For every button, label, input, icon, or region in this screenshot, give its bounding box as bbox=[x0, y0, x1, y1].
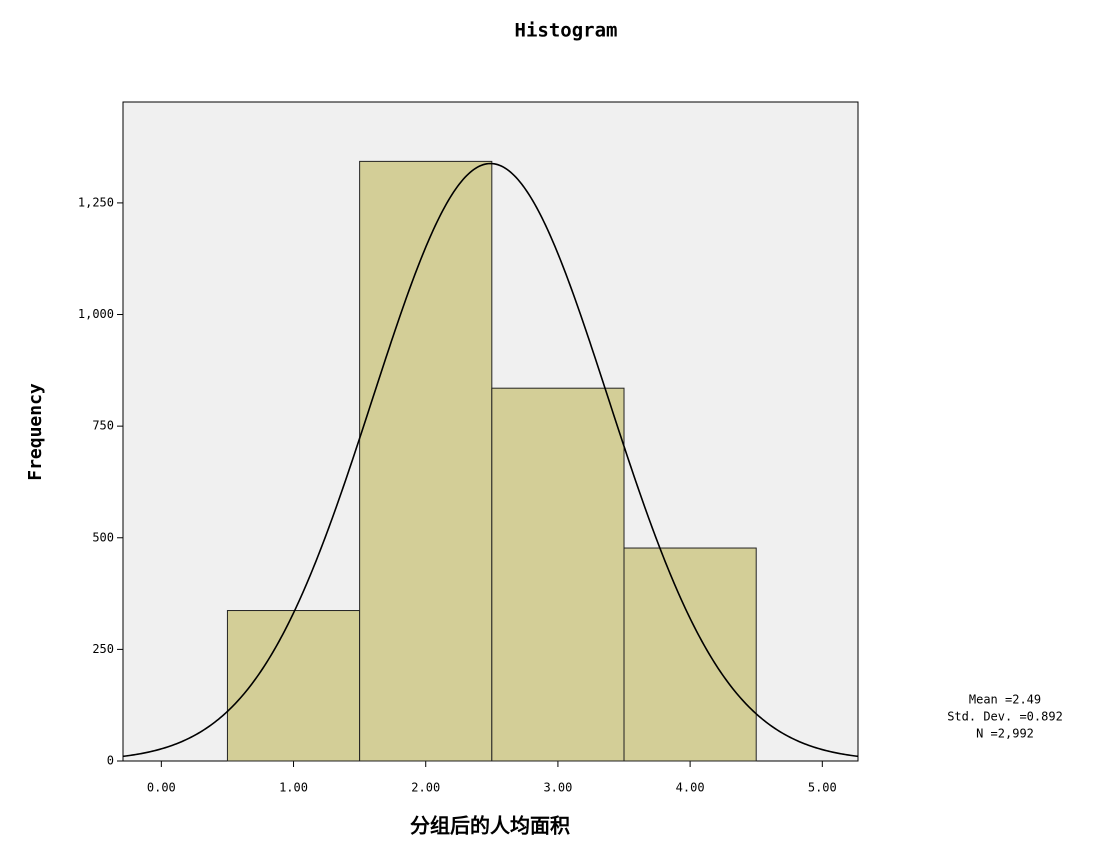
x-axis-label: 分组后的人均面积 bbox=[410, 814, 570, 838]
bar bbox=[623, 547, 757, 762]
y-tick-label: 1,250 bbox=[78, 195, 114, 209]
x-tick-label: 1.00 bbox=[279, 781, 308, 795]
x-tick-label: 5.00 bbox=[808, 781, 837, 795]
y-axis-label: Frequency bbox=[25, 383, 46, 481]
y-tick-label: 250 bbox=[92, 642, 114, 656]
x-tick-label: 2.00 bbox=[411, 781, 440, 795]
bar bbox=[226, 610, 361, 762]
x-tick-label: 4.00 bbox=[676, 781, 705, 795]
y-tick-label: 500 bbox=[92, 530, 114, 544]
bar bbox=[491, 387, 625, 762]
bar bbox=[359, 160, 493, 762]
y-tick-label: 750 bbox=[92, 419, 114, 433]
chart-title: Histogram bbox=[515, 20, 618, 42]
stat-label: Mean =2.49 bbox=[969, 693, 1041, 707]
normal-curve bbox=[122, 162, 859, 758]
x-tick-label: 0.00 bbox=[147, 781, 176, 795]
stat-label: N =2,992 bbox=[976, 727, 1034, 741]
stat-label: Std. Dev. =0.892 bbox=[947, 710, 1063, 724]
x-tick-label: 3.00 bbox=[543, 781, 572, 795]
y-tick-label: 1,000 bbox=[78, 307, 114, 321]
y-tick-label: 0 bbox=[107, 754, 114, 768]
